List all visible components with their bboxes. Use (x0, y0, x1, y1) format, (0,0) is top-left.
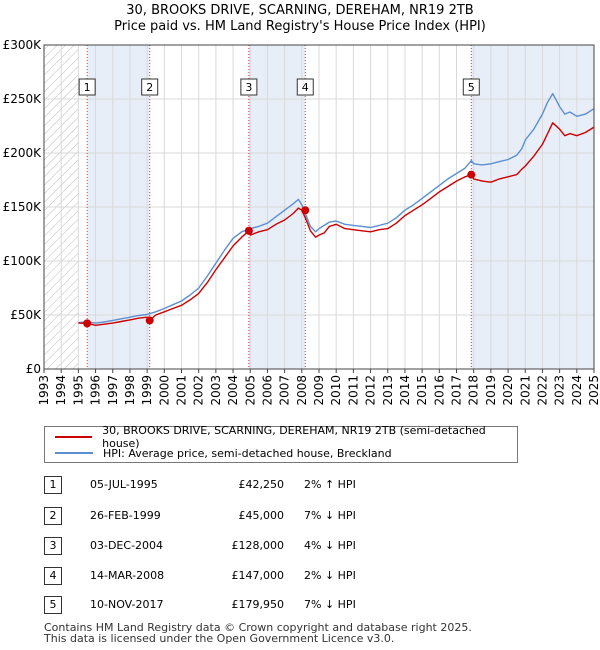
sale-label-box (141, 78, 159, 96)
transaction-number: 2 (44, 507, 62, 525)
x-tick-label: 2019 (484, 375, 498, 406)
y-tick-label: £300K (3, 38, 43, 52)
chart-subtitle: Price paid vs. HM Land Registry's House … (114, 19, 486, 34)
transaction-hpi: 7% ↓ HPI (304, 598, 356, 611)
legend-item-property: 30, BROOKS DRIVE, SCARNING, DEREHAM, NR1… (55, 424, 517, 450)
footer-copyright: Contains HM Land Registry data © Crown c… (44, 621, 472, 634)
transaction-price: £45,000 (238, 509, 285, 522)
transaction-number: 1 (44, 476, 62, 494)
sale-label-box (462, 78, 480, 96)
transaction-date: 10-NOV-2017 (90, 598, 164, 611)
x-tick-label: 2003 (209, 375, 223, 406)
sale-label: 4 (302, 81, 309, 94)
y-tick-label: £50K (10, 308, 42, 322)
sale-points (83, 170, 476, 328)
legend-swatch-property (55, 436, 93, 438)
sale-point (301, 206, 310, 215)
x-tick-label: 2016 (432, 375, 446, 406)
property-price-line (78, 122, 595, 326)
transaction-price: £147,000 (231, 569, 285, 582)
transaction-date: 03-DEC-2004 (90, 539, 164, 552)
x-tick-label: 2017 (450, 375, 464, 406)
x-tick-label: 1996 (89, 375, 103, 406)
y-tick-label: £100K (3, 254, 43, 268)
sale-markers: 1 2 3 4 5 (78, 45, 480, 369)
x-tick-label: 1993 (37, 375, 51, 406)
y-tick-label: £150K (3, 200, 43, 214)
x-tick-label: 2009 (312, 375, 326, 406)
x-tick-label: 2013 (381, 375, 395, 406)
sale-label: 1 (84, 81, 91, 94)
transaction-hpi: 4% ↓ HPI (304, 539, 356, 552)
chart-title: 30, BROOKS DRIVE, SCARNING, DEREHAM, NR1… (126, 3, 474, 18)
x-tick-label: 2011 (346, 375, 360, 406)
x-tick-label: 1997 (106, 375, 120, 406)
x-tick-label: 2022 (535, 375, 549, 406)
transaction-hpi: 2% ↓ HPI (304, 569, 356, 582)
y-tick-label: £200K (3, 146, 43, 160)
x-tick-label: 2008 (295, 375, 309, 406)
x-tick-label: 2023 (553, 375, 567, 406)
transaction-number: 3 (44, 537, 62, 555)
legend-swatch-hpi (55, 452, 93, 454)
x-tick-label: 2024 (570, 375, 584, 406)
x-tick-label: 1999 (140, 375, 154, 406)
transaction-number: 4 (44, 567, 62, 585)
x-tick-label: 2004 (226, 375, 240, 406)
x-tick-label: 2014 (398, 375, 412, 406)
x-tick-label: 2000 (157, 375, 171, 406)
x-tick-label: 2007 (278, 375, 292, 406)
transaction-price: £128,000 (231, 539, 285, 552)
price-chart: 1 2 3 4 5 £0 £50K £100K £150K £200K £250K £300K 199… (3, 38, 600, 406)
sale-point (83, 319, 92, 328)
legend: 30, BROOKS DRIVE, SCARNING, DEREHAM, NR1… (44, 424, 518, 463)
legend-item-hpi: HPI: Average price, semi-detached house,… (55, 445, 392, 461)
sale-point (467, 170, 476, 179)
legend-label-property: 30, BROOKS DRIVE, SCARNING, DEREHAM, NR1… (102, 424, 486, 450)
x-tick-label: 2001 (175, 375, 189, 406)
sale-label: 2 (146, 81, 153, 94)
y-tick-label: £250K (3, 92, 43, 106)
sale-label-box (240, 78, 258, 96)
series-lines (78, 92, 595, 326)
legend-label-hpi: HPI: Average price, semi-detached house,… (103, 446, 392, 460)
x-tick-label: 2018 (467, 375, 481, 406)
x-tick-label: 2020 (501, 375, 515, 406)
x-tick-label: 2015 (415, 375, 429, 406)
transaction-date: 05-JUL-1995 (90, 478, 158, 491)
x-tick-label: 2025 (587, 375, 600, 406)
sale-point (244, 226, 253, 235)
x-tick-label: 2006 (260, 375, 274, 406)
footer-license: This data is licensed under the Open Gov… (44, 632, 395, 645)
sale-label-box (296, 78, 314, 96)
sale-label: 5 (468, 81, 475, 94)
x-tick-label: 2012 (364, 375, 378, 406)
transaction-hpi: 7% ↓ HPI (304, 509, 356, 522)
sale-label: 3 (245, 81, 252, 94)
transaction-price: £42,250 (238, 478, 285, 491)
transaction-hpi: 2% ↑ HPI (304, 478, 356, 491)
sale-label-box (78, 78, 96, 96)
transaction-price: £179,950 (231, 598, 285, 611)
sale-point (145, 316, 154, 325)
transaction-number: 5 (44, 596, 62, 614)
x-tick-label: 1998 (123, 375, 137, 406)
x-tick-label: 1995 (71, 375, 85, 406)
transaction-date: 14-MAR-2008 (90, 569, 165, 582)
x-tick-label: 2002 (192, 375, 206, 406)
y-tick-label: £0 (26, 362, 41, 376)
x-tick-label: 2010 (329, 375, 343, 406)
x-tick-label: 2005 (243, 375, 257, 406)
x-tick-label: 2021 (518, 375, 532, 406)
hpi-line (78, 92, 595, 324)
transaction-date: 26-FEB-1999 (90, 509, 161, 522)
x-tick-label: 1994 (54, 375, 68, 406)
